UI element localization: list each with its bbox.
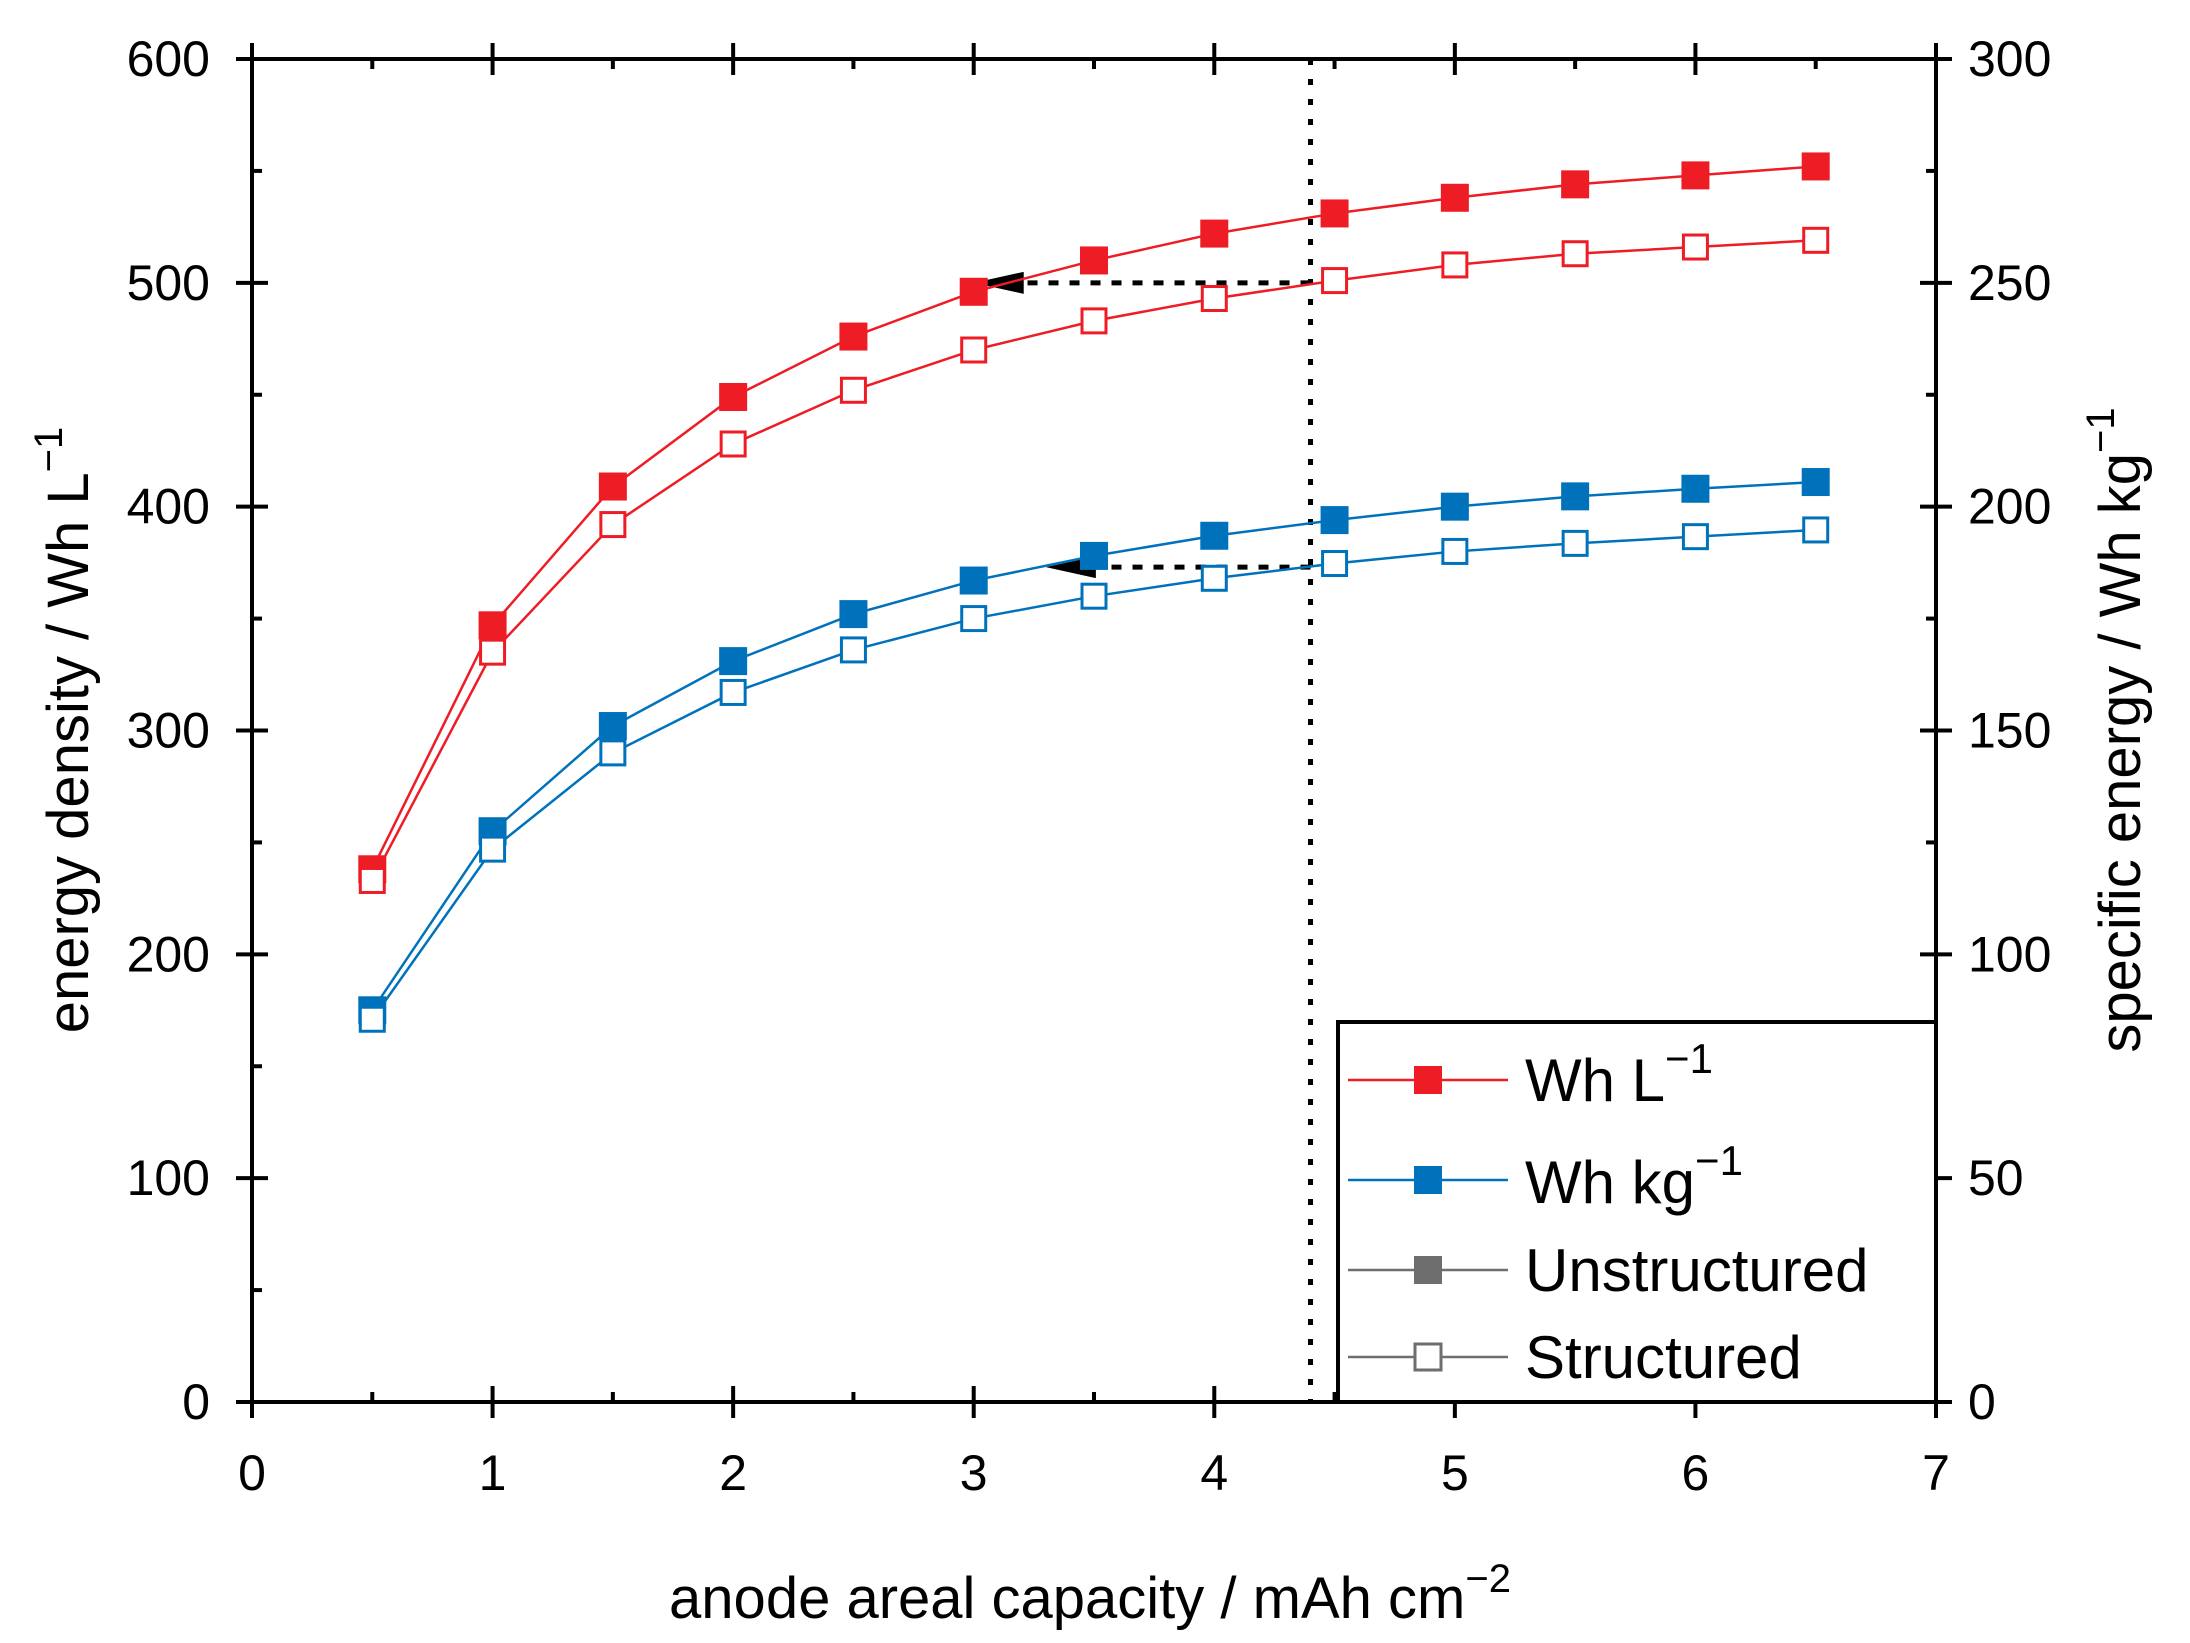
data-point-3 [960,605,988,633]
data-point-3 [1441,537,1469,565]
data-point-3 [1321,550,1349,578]
legend-marker-unstructured [1414,1256,1442,1284]
legend-item-wh-l: Wh L−1 [1348,1035,1713,1114]
data-point-0 [1801,152,1830,181]
legend: Wh L−1 Wh kg−1 Unstructured Structured [1336,1020,1938,1404]
data-point-0 [1080,246,1108,275]
data-point-3 [358,1005,386,1033]
data-point-2 [1200,521,1229,550]
y-right-tick-label: 300 [1968,31,2051,87]
legend-item-wh-kg: Wh kg−1 [1348,1137,1743,1216]
x-axis-title: anode areal capacity / mAh cm−2 [669,1557,1511,1631]
legend-marker-wh-l [1414,1066,1442,1094]
x-tick-label: 4 [1200,1445,1228,1501]
data-point-3 [1561,529,1589,557]
legend-label-wh-kg: Wh kg−1 [1525,1137,1743,1216]
data-point-2 [1320,506,1349,535]
annotation-layer [973,59,1314,1402]
y-right-tick-label: 200 [1968,479,2051,535]
data-point-3 [1080,582,1108,610]
legend-marker-structured [1413,1342,1443,1372]
data-point-1 [1561,240,1589,268]
legend-label-structured: Structured [1525,1324,1802,1391]
data-point-0 [959,277,988,306]
data-point-3 [1802,516,1830,544]
data-point-1 [479,638,507,666]
plot-frame [250,57,1938,1404]
tick-labels-layer: 0 1 2 3 4 5 6 701002003004005006000501001502002… [127,31,2052,1501]
y-left-tick-label: 0 [182,1374,210,1430]
data-point-1 [839,376,867,404]
data-point-1 [1080,307,1108,335]
right-y-axis-title: specific energy / Wh kg−1 [2079,407,2153,1052]
data-point-0 [478,611,507,640]
series-layer [358,152,1830,1033]
data-point-3 [1681,523,1709,551]
legend-label-unstructured: Unstructured [1525,1237,1868,1304]
y-right-tick-label: 150 [1968,703,2051,759]
data-point-0 [1320,199,1349,228]
data-point-2 [1681,474,1710,503]
data-point-1 [1321,267,1349,295]
data-point-3 [599,739,627,767]
data-point-2 [839,600,868,629]
y-right-tick-label: 0 [1968,1374,1996,1430]
y-left-tick-label: 100 [127,1150,210,1206]
y-left-tick-label: 400 [127,479,210,535]
data-point-0 [1561,170,1590,199]
y-right-tick-label: 250 [1968,255,2051,311]
data-point-0 [719,382,748,411]
data-point-0 [1200,219,1229,248]
data-point-2 [1440,492,1469,521]
data-point-0 [1440,183,1469,212]
data-point-1 [960,336,988,364]
data-point-1 [1441,251,1469,279]
data-point-0 [839,322,868,351]
x-tick-label: 3 [960,1445,988,1501]
data-point-2 [719,647,748,676]
y-right-tick-label: 50 [1968,1150,2024,1206]
data-point-1 [1681,233,1709,261]
x-tick-label: 7 [1922,1445,1950,1501]
x-tick-label: 0 [238,1445,266,1501]
data-point-3 [1200,564,1228,592]
data-point-2 [1561,482,1590,511]
data-point-1 [358,866,386,894]
data-point-1 [599,511,627,539]
data-point-2 [1080,541,1108,570]
y-left-tick-label: 300 [127,703,210,759]
x-tick-label: 2 [719,1445,747,1501]
data-point-3 [839,636,867,664]
y-left-tick-label: 200 [127,926,210,982]
arrow-energy-density-head [973,271,1024,294]
x-tick-label: 6 [1682,1445,1710,1501]
legend-label-wh-l: Wh L−1 [1525,1035,1713,1114]
data-point-2 [1801,468,1830,497]
x-tick-label: 5 [1441,1445,1469,1501]
data-point-1 [719,430,747,458]
data-point-2 [598,712,627,741]
data-point-0 [1681,161,1710,190]
y-left-tick-label: 500 [127,255,210,311]
legend-marker-wh-kg [1414,1166,1442,1194]
y-right-tick-label: 100 [1968,926,2051,982]
data-point-3 [479,835,507,863]
data-point-1 [1802,226,1830,254]
data-point-0 [598,472,627,501]
data-point-2 [959,566,988,595]
legend-item-unstructured: Unstructured [1348,1237,1868,1304]
left-y-axis-title: energy density / Wh L−1 [27,427,101,1034]
x-tick-label: 1 [479,1445,507,1501]
data-point-1 [1200,285,1228,313]
data-point-3 [719,678,747,706]
y-left-tick-label: 600 [127,31,210,87]
legend-item-structured: Structured [1348,1324,1802,1391]
